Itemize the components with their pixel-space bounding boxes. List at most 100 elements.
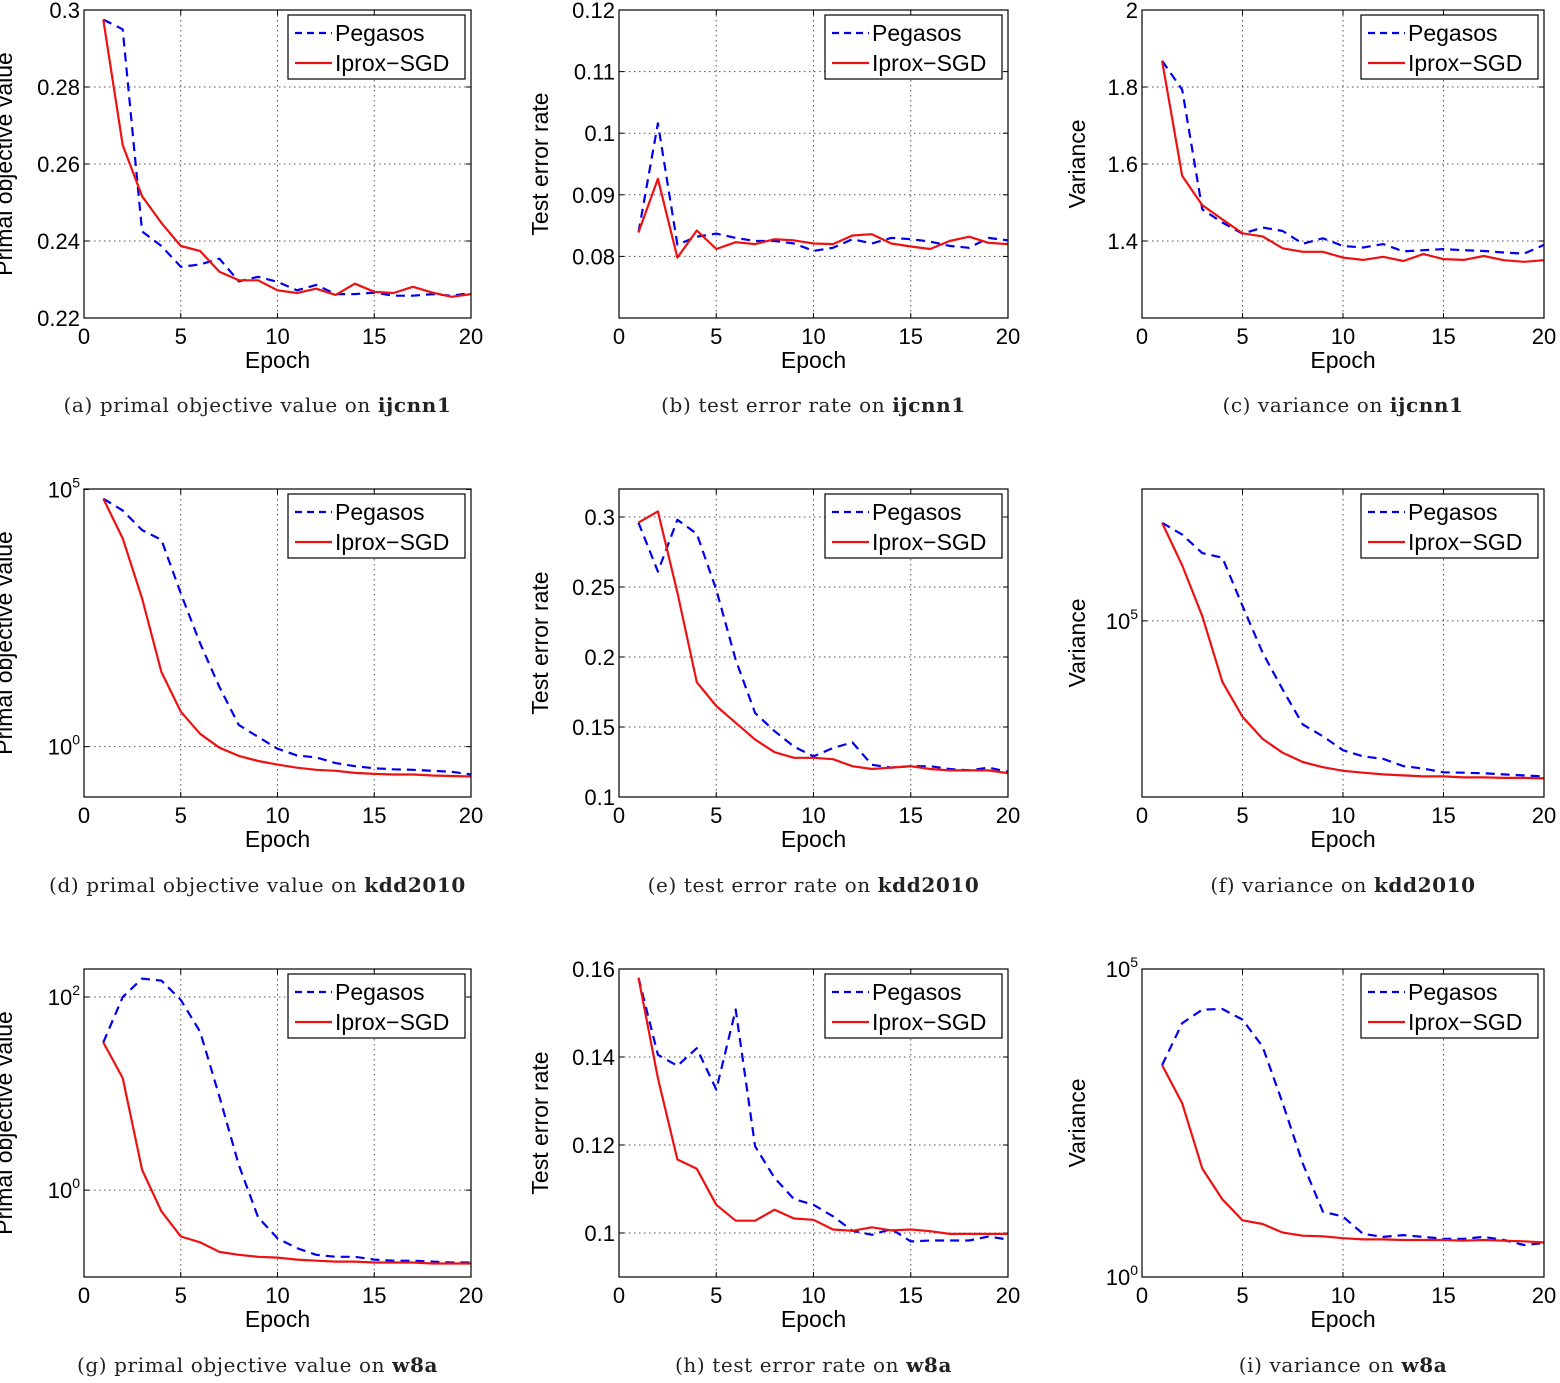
x-tick-label: 15 bbox=[1431, 324, 1455, 349]
x-tick-label: 15 bbox=[899, 1283, 923, 1308]
y-tick-label: 1.8 bbox=[1107, 75, 1138, 100]
caption-dataset: w8a bbox=[392, 1353, 439, 1377]
x-tick-label: 0 bbox=[1136, 803, 1148, 828]
caption-label: (f) bbox=[1210, 873, 1236, 897]
chart-panel-h: 0 5 10 15 20 0.1 0.12 0.14 0.16 Epoch Test error r… bbox=[527, 957, 1020, 1332]
legend: Pegasos Iprox−SGD bbox=[824, 973, 1003, 1039]
legend-box bbox=[1360, 973, 1539, 1039]
legend-entry-label: Pegasos bbox=[872, 20, 962, 46]
y-tick-label: 0.14 bbox=[572, 1045, 615, 1070]
legend-entry-label: Iprox−SGD bbox=[335, 1009, 449, 1035]
y-tick-label: 0.25 bbox=[572, 575, 615, 600]
caption-dataset: w8a bbox=[906, 1353, 953, 1377]
subfigure-caption: (a) primal objective value on ijcnn1 bbox=[0, 393, 518, 417]
x-tick-label: 5 bbox=[175, 803, 187, 828]
series-line-pegasos bbox=[102, 18, 472, 297]
x-tick-label: 10 bbox=[801, 803, 825, 828]
caption-label: (g) bbox=[76, 1353, 108, 1377]
y-tick-label: 2 bbox=[1126, 0, 1138, 23]
series-line-iprox-sgd bbox=[637, 977, 1008, 1236]
x-tick-label: 5 bbox=[710, 324, 722, 349]
legend-entry-label: Iprox−SGD bbox=[872, 1009, 986, 1035]
x-tick-label: 20 bbox=[1532, 803, 1556, 828]
legend: Pegasos Iprox−SGD bbox=[1360, 14, 1539, 80]
subfigure-caption: (h) test error rate on w8a bbox=[554, 1353, 1074, 1377]
legend-box bbox=[287, 493, 466, 559]
x-tick-label: 10 bbox=[265, 324, 289, 349]
x-tick-label: 0 bbox=[1136, 1283, 1148, 1308]
series-line-iprox-sgd bbox=[637, 177, 1009, 259]
y-tick-label: 100 bbox=[1106, 1262, 1138, 1290]
axes-box bbox=[618, 9, 1009, 319]
caption-dataset: ijcnn1 bbox=[1389, 393, 1464, 417]
series-line-pegasos bbox=[102, 977, 471, 1264]
series-line-iprox-sgd bbox=[1161, 60, 1545, 263]
x-tick-label: 0 bbox=[613, 803, 625, 828]
chart-panel-b: 0 5 10 15 20 0.08 0.09 0.1 0.11 0.12 Epoch Test err… bbox=[527, 0, 1020, 373]
series-line-iprox-sgd bbox=[102, 1041, 471, 1265]
legend-box bbox=[1360, 14, 1539, 80]
y-tick-label: 0.2 bbox=[584, 645, 615, 670]
subfigure-caption: (i) variance on w8a bbox=[1083, 1353, 1560, 1377]
legend: Pegasos Iprox−SGD bbox=[287, 14, 466, 80]
x-tick-label: 0 bbox=[613, 324, 625, 349]
caption-dataset: kdd2010 bbox=[877, 873, 980, 897]
x-tick-label: 20 bbox=[996, 803, 1020, 828]
x-tick-label: 15 bbox=[899, 324, 923, 349]
x-tick-label: 10 bbox=[265, 1283, 289, 1308]
legend-box bbox=[287, 14, 466, 80]
legend-box bbox=[1360, 493, 1539, 559]
y-tick-label: 0.3 bbox=[584, 505, 615, 530]
series-line-iprox-sgd bbox=[1161, 522, 1545, 780]
caption-text: primal objective value on bbox=[86, 873, 358, 897]
y-tick-label: 105 bbox=[1106, 954, 1138, 982]
y-tick-label: 0.28 bbox=[37, 75, 80, 100]
caption-dataset: ijcnn1 bbox=[377, 393, 452, 417]
x-axis-label: Epoch bbox=[781, 347, 846, 373]
series-line-iprox-sgd bbox=[637, 510, 1009, 775]
y-tick-label: 0.3 bbox=[49, 0, 80, 23]
y-tick-label: 0.24 bbox=[37, 229, 80, 254]
y-axis-label: Test error rate bbox=[527, 1051, 553, 1194]
x-tick-label: 5 bbox=[710, 803, 722, 828]
x-tick-label: 5 bbox=[175, 324, 187, 349]
y-tick-label: 0.08 bbox=[572, 244, 615, 269]
legend-entry-label: Iprox−SGD bbox=[1408, 529, 1522, 555]
axes-box bbox=[83, 488, 472, 798]
axes-box bbox=[618, 488, 1009, 798]
y-axis-label: Primal objective value bbox=[0, 52, 17, 276]
y-tick-label: 0.11 bbox=[574, 60, 615, 85]
y-tick-label: 0.1 bbox=[584, 121, 615, 146]
legend: Pegasos Iprox−SGD bbox=[287, 973, 466, 1039]
x-axis-label: Epoch bbox=[1310, 1306, 1375, 1332]
chart-panel-a: 0 5 10 15 20 0.22 0.24 0.26 0.28 0.3 Epoch Primal o… bbox=[0, 0, 483, 373]
x-axis-label: Epoch bbox=[245, 1306, 310, 1332]
x-tick-label: 10 bbox=[265, 803, 289, 828]
series-line-iprox-sgd bbox=[102, 19, 472, 298]
legend-box bbox=[824, 14, 1003, 80]
caption-text: variance on bbox=[1269, 1353, 1395, 1377]
legend-entry-label: Pegasos bbox=[1408, 20, 1498, 46]
y-tick-label: 0.09 bbox=[572, 183, 615, 208]
y-axis-label: Variance bbox=[1064, 1078, 1090, 1167]
series-line-pegasos bbox=[102, 497, 472, 776]
legend-entry-label: Pegasos bbox=[1408, 979, 1498, 1005]
legend-entry-label: Pegasos bbox=[335, 499, 425, 525]
axes-box bbox=[83, 968, 472, 1278]
x-tick-label: 5 bbox=[1236, 324, 1248, 349]
subfigure-caption: (b) test error rate on ijcnn1 bbox=[554, 393, 1074, 417]
y-axis-label: Test error rate bbox=[527, 92, 553, 235]
y-axis-label: Primal objective value bbox=[0, 1011, 17, 1235]
caption-label: (i) bbox=[1238, 1353, 1263, 1377]
y-tick-label: 102 bbox=[48, 982, 80, 1010]
x-tick-label: 10 bbox=[801, 324, 825, 349]
caption-dataset: ijcnn1 bbox=[892, 393, 966, 417]
axes-box bbox=[83, 9, 472, 319]
x-tick-label: 15 bbox=[899, 803, 923, 828]
legend: Pegasos Iprox−SGD bbox=[824, 14, 1003, 80]
x-tick-label: 20 bbox=[1532, 324, 1556, 349]
caption-dataset: w8a bbox=[1401, 1353, 1448, 1377]
caption-dataset: kdd2010 bbox=[364, 873, 466, 897]
x-tick-label: 15 bbox=[362, 1283, 386, 1308]
